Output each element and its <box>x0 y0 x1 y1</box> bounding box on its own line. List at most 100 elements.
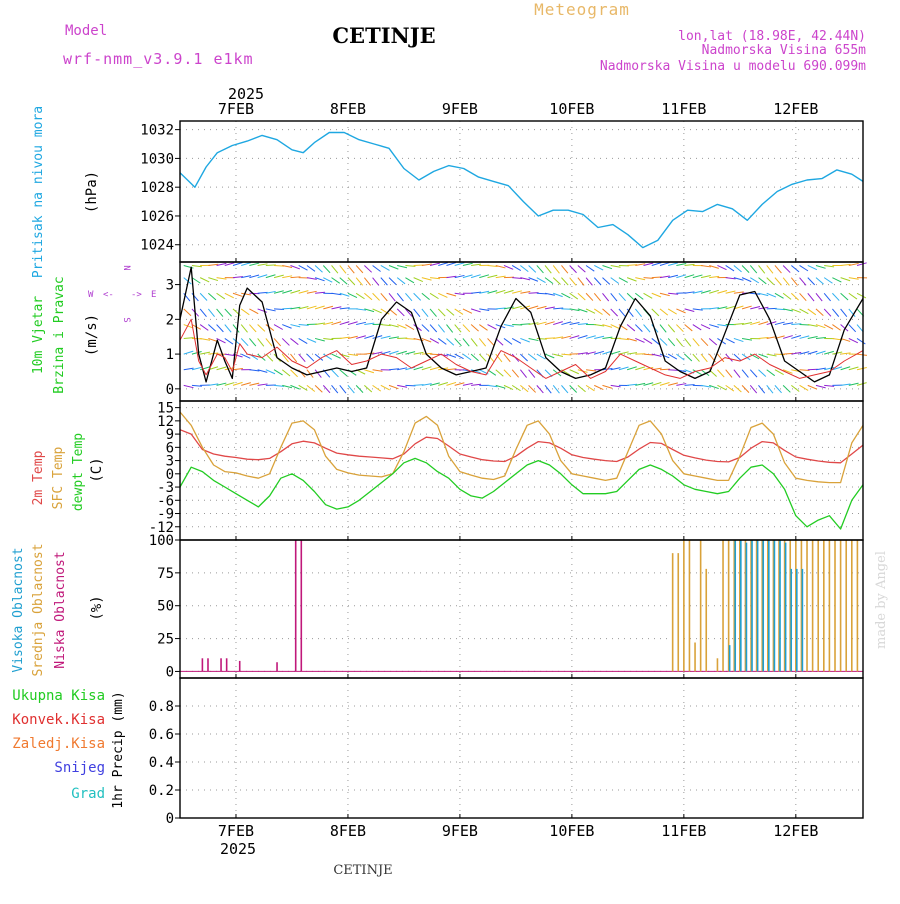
wind-barb <box>800 293 807 300</box>
wind-barb <box>504 385 513 389</box>
wind-barb <box>184 309 191 316</box>
legend-snow: Snijeg <box>54 760 105 776</box>
wind-barb <box>332 370 339 377</box>
wind-barb <box>414 278 423 282</box>
wind-barb <box>602 385 612 388</box>
wind-barb <box>332 354 341 358</box>
wind-barb <box>422 309 428 317</box>
wind-barb <box>274 338 281 345</box>
wind-barb <box>824 293 830 301</box>
wind-barb <box>479 325 487 331</box>
wind-barb <box>192 278 200 283</box>
pressure-unit: (hPa) <box>84 171 100 213</box>
wind-barb <box>356 278 362 286</box>
wind-barb <box>373 309 382 313</box>
wind-barb <box>808 309 816 315</box>
wind-barb <box>200 309 206 317</box>
compass-south: S <box>121 317 131 322</box>
bottom-date-label: 7FEB <box>218 822 254 840</box>
wind-barb <box>504 338 512 344</box>
wind-barb <box>602 265 611 268</box>
wind-barb <box>578 293 585 300</box>
panel-border <box>180 401 863 540</box>
wind-barb <box>356 385 363 392</box>
wind-barb <box>438 338 446 344</box>
wind-barb <box>775 265 782 273</box>
wind-barb <box>438 293 447 297</box>
wind-barb <box>405 278 414 283</box>
wind-barb <box>701 354 707 362</box>
wind-barb <box>241 338 248 345</box>
wind-barb <box>726 385 734 391</box>
compass-north: N <box>121 265 131 270</box>
wind-barb <box>200 278 209 282</box>
wind-barb <box>529 370 535 378</box>
wind-barb <box>479 338 485 346</box>
wind-barb <box>249 309 258 314</box>
wind-barb <box>849 325 856 332</box>
wind-barb <box>627 293 634 300</box>
wind-barb <box>307 338 316 342</box>
wind-barb <box>611 309 618 316</box>
wind-barb <box>438 325 444 333</box>
wind-barb <box>430 325 437 332</box>
wind-barb <box>734 338 744 341</box>
wind-barb <box>783 293 791 299</box>
wind-barb <box>602 309 610 316</box>
year-label-bottom: 2025 <box>220 840 256 858</box>
wind-barb <box>742 370 748 378</box>
wind-barb <box>791 265 799 271</box>
wind-barb <box>520 265 528 271</box>
precip-ytick-label: 0.8 <box>149 699 174 715</box>
wind-barb <box>266 370 275 374</box>
wind-barb <box>578 265 585 272</box>
top-date-label: 12FEB <box>773 100 818 118</box>
wind-barb <box>857 368 867 370</box>
wind-barb <box>430 309 436 317</box>
wind-barb <box>455 354 464 359</box>
wind-barb <box>389 265 398 269</box>
wind-barb <box>586 309 595 313</box>
wind-barb <box>225 293 234 298</box>
wind-barb <box>405 293 412 301</box>
wind-barb <box>249 325 256 332</box>
wind-ylabel: 10m Vjetar <box>31 296 46 374</box>
wind-barb <box>258 309 267 312</box>
wind-barb <box>373 265 381 271</box>
wind-barb <box>750 265 757 273</box>
wind-barb <box>356 293 364 298</box>
elevation-line: Nadmorska Visina 655m <box>702 43 867 58</box>
model-elevation-line: Nadmorska Visina u modelu 690.099m <box>600 59 866 74</box>
wind-barb <box>307 385 315 391</box>
wind-barb <box>537 278 546 283</box>
wind-barb <box>701 338 708 345</box>
cloud-ytick-label: 0 <box>166 664 174 680</box>
precip-legend: Ukupna Kisa Konvek.Kisa Zaledj.Kisa Snij… <box>12 688 126 809</box>
compass-west: W <box>88 290 94 300</box>
wind-barb <box>299 385 308 390</box>
wind-barb <box>611 293 617 301</box>
wind-barb <box>734 385 742 392</box>
wind-barb <box>537 265 544 272</box>
wind-barb <box>570 370 579 374</box>
dewpt-ylabel: dewpt Temp <box>71 433 86 511</box>
wind-barb <box>545 278 553 284</box>
wind-barb <box>217 293 225 299</box>
wind-barb <box>750 370 757 377</box>
wind-barb <box>832 309 838 317</box>
wind-barb <box>800 265 808 270</box>
wind-barb <box>381 293 387 301</box>
wind-barb <box>775 278 782 286</box>
wind-barb <box>586 385 594 390</box>
wind-barb <box>200 293 207 300</box>
legend-graupel: Grad <box>71 786 105 802</box>
wind-barb <box>373 293 380 300</box>
bottom-date-label: 12FEB <box>773 822 818 840</box>
precip-ytick-label: 0.2 <box>149 783 174 799</box>
wind-barb <box>602 293 608 301</box>
wind-ytick-label: 1 <box>166 347 174 363</box>
high-cloud-ylabel: Visoka Oblacnost <box>11 547 26 672</box>
wind-ytick-label: 0 <box>166 382 174 398</box>
